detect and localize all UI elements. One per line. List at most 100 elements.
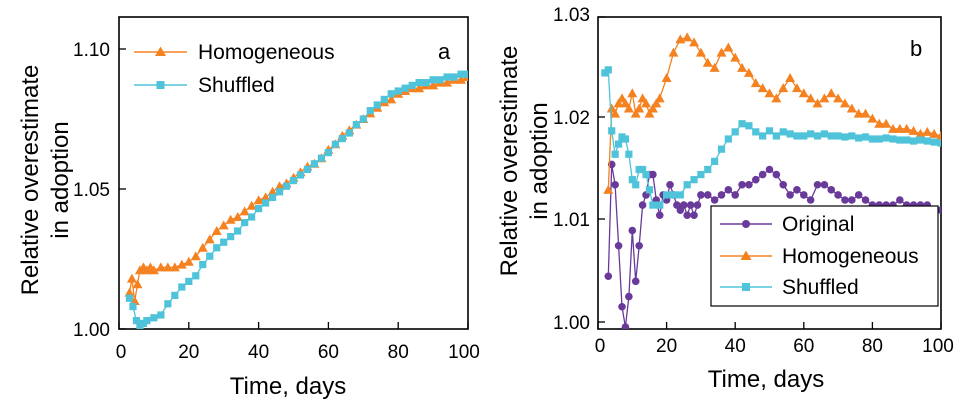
point-b-original-37 — [765, 165, 774, 174]
point-b-shuffled-16 — [663, 191, 671, 199]
point-b-homogeneous-12 — [644, 108, 655, 118]
point-a-shuffled-15 — [213, 244, 221, 252]
point-b-homogeneous-9 — [634, 103, 645, 113]
point-b-shuffled-47 — [875, 135, 883, 143]
point-a-shuffled-2 — [132, 317, 141, 325]
x-tick-label-a-5: 80 — [388, 342, 409, 363]
series-group-b — [601, 32, 941, 329]
point-a-homogeneous-17 — [211, 226, 222, 235]
point-b-homogeneous-25 — [723, 42, 734, 52]
plot-frame-a — [118, 16, 469, 330]
point-a-shuffled-24 — [275, 188, 284, 196]
point-b-original-39 — [779, 180, 788, 189]
point-b-original-45 — [820, 180, 829, 189]
point-b-homogeneous-39 — [819, 93, 830, 103]
point-a-shuffled-23 — [268, 193, 277, 201]
point-b-homogeneous-1 — [606, 103, 617, 113]
point-b-homogeneous-8 — [630, 108, 641, 118]
point-b-shuffled-39 — [820, 130, 828, 138]
x-tick-label-a-1: 0 — [116, 342, 127, 363]
series-layer-b — [601, 32, 941, 329]
point-a-homogeneous-16 — [204, 234, 215, 244]
point-b-original-28 — [703, 191, 712, 199]
point-a-homogeneous-10 — [162, 262, 173, 272]
point-a-homogeneous-12 — [176, 259, 187, 269]
point-a-homogeneous-18 — [218, 220, 229, 230]
point-b-original-30 — [717, 191, 726, 199]
point-b-original-56 — [896, 196, 904, 204]
point-b-original-10 — [638, 201, 647, 209]
point-b-shuffled-12 — [642, 170, 650, 179]
point-b-homogeneous-26 — [730, 52, 741, 62]
y-axis-title-b-line2: in adoption — [526, 102, 553, 219]
point-a-homogeneous-48 — [428, 80, 439, 90]
legend-a: Homogeneous Shuffled — [134, 41, 335, 97]
y-tick-label-b-4: 1.03 — [553, 5, 590, 26]
x-axis-title-b: Time, days — [708, 366, 824, 393]
point-b-homogeneous-14 — [651, 98, 662, 108]
point-a-homogeneous-15 — [197, 242, 208, 252]
point-b-shuffled-45 — [861, 133, 870, 141]
point-b-original-33 — [738, 180, 746, 189]
x-tick-label-a-3: 40 — [248, 342, 269, 363]
y-axis-title-b-line1: Relative overestimate — [496, 46, 523, 277]
point-b-shuffled-6 — [621, 135, 630, 143]
point-b-original-31 — [724, 186, 733, 194]
point-b-shuffled-35 — [793, 132, 801, 140]
point-b-original-3 — [614, 241, 623, 250]
point-a-shuffled-33 — [338, 135, 346, 143]
point-b-homogeneous-47 — [874, 118, 885, 128]
y-tick-label-b-1: 1.00 — [553, 313, 590, 334]
point-a-homogeneous-19 — [225, 214, 236, 224]
point-a-homogeneous-8 — [148, 265, 159, 275]
point-b-shuffled-46 — [868, 135, 876, 143]
point-b-homogeneous-19 — [682, 32, 693, 42]
point-a-homogeneous-9 — [155, 262, 166, 272]
point-b-homogeneous-28 — [743, 67, 754, 77]
point-b-original-4 — [618, 302, 626, 311]
point-a-homogeneous-50 — [442, 77, 453, 87]
point-b-homogeneous-45 — [860, 108, 871, 118]
point-b-homogeneous-21 — [695, 47, 706, 57]
point-b-homogeneous-15 — [654, 93, 665, 103]
point-b-original-13 — [649, 170, 657, 179]
point-b-original-38 — [772, 170, 781, 179]
point-a-homogeneous-11 — [169, 262, 180, 272]
point-b-shuffled-48 — [882, 134, 890, 142]
point-a-shuffled-26 — [289, 177, 298, 185]
point-b-homogeneous-2 — [610, 108, 621, 118]
point-b-original-15 — [655, 211, 664, 220]
point-a-shuffled-44 — [415, 79, 423, 87]
point-b-shuffled-25 — [724, 135, 732, 143]
point-a-shuffled-12 — [192, 272, 200, 280]
x-ticks-b: 0 20 40 60 80 100 — [595, 322, 954, 357]
panel-letter-a: a — [438, 39, 451, 64]
point-a-shuffled-34 — [345, 129, 353, 137]
point-b-original-23 — [683, 211, 691, 220]
point-b-homogeneous-37 — [805, 93, 816, 103]
point-a-shuffled-28 — [303, 165, 312, 173]
point-b-shuffled-14 — [649, 201, 657, 209]
point-b-homogeneous-36 — [798, 88, 809, 98]
point-b-shuffled-23 — [711, 157, 719, 165]
point-b-shuffled-49 — [889, 135, 897, 143]
point-a-shuffled-10 — [178, 283, 186, 291]
legend-b: Original Homogeneous Shuffled — [710, 205, 939, 307]
point-b-shuffled-15 — [656, 201, 664, 209]
series-layer-a — [124, 70, 468, 329]
y-tick-label-b-3: 1.02 — [553, 108, 590, 129]
point-b-homogeneous-49 — [887, 123, 898, 133]
point-b-shuffled-18 — [676, 191, 684, 199]
point-a-homogeneous-52 — [456, 74, 467, 84]
point-b-homogeneous-55 — [929, 128, 940, 138]
point-b-homogeneous-10 — [637, 93, 648, 103]
point-a-shuffled-31 — [324, 149, 332, 157]
point-b-original-29 — [710, 196, 719, 204]
legend-b-label-shuffled: Shuffled — [782, 276, 859, 299]
point-a-shuffled-16 — [220, 238, 228, 246]
point-a-shuffled-51 — [464, 70, 468, 78]
point-b-shuffled-53 — [916, 136, 925, 144]
point-a-homogeneous-14 — [190, 251, 201, 261]
point-b-original-25 — [690, 211, 698, 220]
